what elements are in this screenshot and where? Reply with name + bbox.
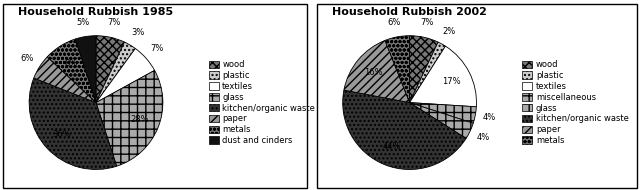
Wedge shape xyxy=(76,36,96,103)
Wedge shape xyxy=(410,36,438,103)
Text: 3%: 3% xyxy=(131,28,144,37)
Text: 28%: 28% xyxy=(130,115,149,124)
Text: 4%: 4% xyxy=(477,133,490,142)
Text: 7%: 7% xyxy=(107,18,120,28)
Text: 7%: 7% xyxy=(150,44,164,53)
Text: 6%: 6% xyxy=(20,54,34,63)
Wedge shape xyxy=(343,90,466,169)
Text: 8%: 8% xyxy=(64,59,77,68)
Text: 17%: 17% xyxy=(442,77,461,86)
Wedge shape xyxy=(410,103,473,139)
Wedge shape xyxy=(96,42,135,103)
Wedge shape xyxy=(410,46,476,107)
Title: Household Rubbish 1985: Household Rubbish 1985 xyxy=(19,7,173,17)
Wedge shape xyxy=(34,57,96,103)
Wedge shape xyxy=(29,78,116,169)
Title: Household Rubbish 2002: Household Rubbish 2002 xyxy=(332,7,487,17)
Text: 2%: 2% xyxy=(442,27,456,36)
Text: 44%: 44% xyxy=(383,142,402,151)
Text: 5%: 5% xyxy=(77,17,90,27)
Text: 6%: 6% xyxy=(388,18,401,27)
Legend: wood, plastic, textiles, miscellaneous, glass, kitchen/organic waste, paper, met: wood, plastic, textiles, miscellaneous, … xyxy=(522,60,628,145)
Wedge shape xyxy=(410,42,445,103)
Text: 36%: 36% xyxy=(52,130,71,139)
Text: 7%: 7% xyxy=(420,18,434,28)
Legend: wood, plastic, textiles, glass, kitchen/organic waste, paper, metals, dust and c: wood, plastic, textiles, glass, kitchen/… xyxy=(209,60,315,145)
Wedge shape xyxy=(96,36,124,103)
Wedge shape xyxy=(47,39,96,103)
Wedge shape xyxy=(385,36,410,103)
Wedge shape xyxy=(410,103,476,123)
Text: 16%: 16% xyxy=(364,68,383,77)
Text: 4%: 4% xyxy=(483,113,497,122)
Wedge shape xyxy=(96,48,155,103)
Wedge shape xyxy=(96,70,163,166)
Wedge shape xyxy=(344,40,410,103)
